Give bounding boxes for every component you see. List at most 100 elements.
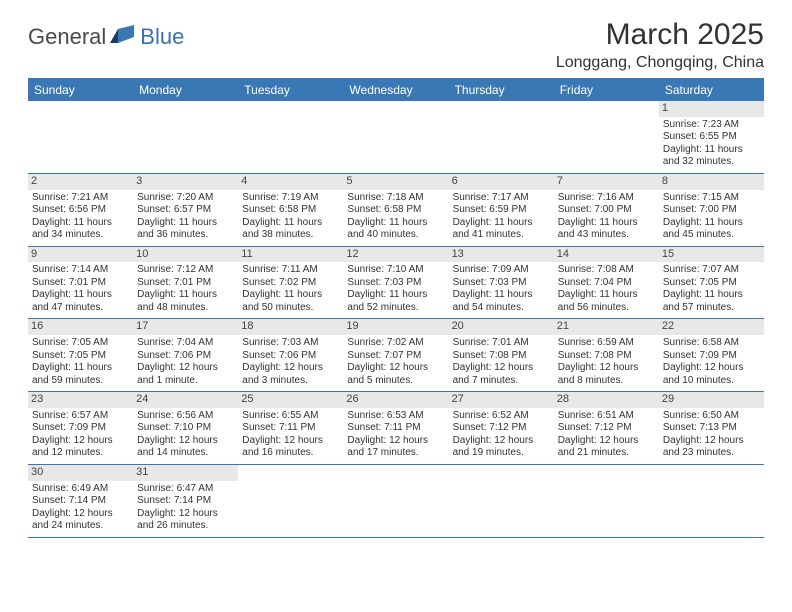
sunrise-line: Sunrise: 7:09 AM bbox=[453, 264, 550, 277]
sunset-line: Sunset: 7:08 PM bbox=[453, 350, 550, 363]
day-number: 6 bbox=[449, 174, 554, 190]
day-number: 22 bbox=[659, 319, 764, 335]
day-number: 28 bbox=[554, 392, 659, 408]
sunset-line: Sunset: 7:04 PM bbox=[558, 277, 655, 290]
sunset-line: Sunset: 7:11 PM bbox=[347, 422, 444, 435]
day-cell: 18Sunrise: 7:03 AMSunset: 7:06 PMDayligh… bbox=[238, 319, 343, 391]
week-row: 23Sunrise: 6:57 AMSunset: 7:09 PMDayligh… bbox=[28, 392, 764, 465]
daylight-line: Daylight: 12 hours and 21 minutes. bbox=[558, 435, 655, 460]
sunrise-line: Sunrise: 6:58 AM bbox=[663, 337, 760, 350]
sunset-line: Sunset: 7:06 PM bbox=[137, 350, 234, 363]
sunrise-line: Sunrise: 7:04 AM bbox=[137, 337, 234, 350]
sunset-line: Sunset: 7:03 PM bbox=[453, 277, 550, 290]
day-cell: 12Sunrise: 7:10 AMSunset: 7:03 PMDayligh… bbox=[343, 247, 448, 319]
day-cell: 23Sunrise: 6:57 AMSunset: 7:09 PMDayligh… bbox=[28, 392, 133, 464]
sunrise-line: Sunrise: 7:17 AM bbox=[453, 192, 550, 205]
day-cell bbox=[659, 465, 764, 537]
logo-text-1: General bbox=[28, 24, 106, 50]
day-cell: 6Sunrise: 7:17 AMSunset: 6:59 PMDaylight… bbox=[449, 174, 554, 246]
sunset-line: Sunset: 7:13 PM bbox=[663, 422, 760, 435]
day-cell bbox=[449, 101, 554, 173]
sunset-line: Sunset: 6:59 PM bbox=[453, 204, 550, 217]
month-title: March 2025 bbox=[556, 18, 764, 52]
week-row: 16Sunrise: 7:05 AMSunset: 7:05 PMDayligh… bbox=[28, 319, 764, 392]
day-cell: 27Sunrise: 6:52 AMSunset: 7:12 PMDayligh… bbox=[449, 392, 554, 464]
daylight-line: Daylight: 12 hours and 17 minutes. bbox=[347, 435, 444, 460]
day-number: 7 bbox=[554, 174, 659, 190]
day-cell bbox=[554, 101, 659, 173]
sunset-line: Sunset: 7:00 PM bbox=[558, 204, 655, 217]
sunset-line: Sunset: 6:58 PM bbox=[242, 204, 339, 217]
day-number: 25 bbox=[238, 392, 343, 408]
sunset-line: Sunset: 7:06 PM bbox=[242, 350, 339, 363]
daylight-line: Daylight: 12 hours and 24 minutes. bbox=[32, 508, 129, 533]
sunset-line: Sunset: 7:02 PM bbox=[242, 277, 339, 290]
day-number: 14 bbox=[554, 247, 659, 263]
daylight-line: Daylight: 11 hours and 52 minutes. bbox=[347, 289, 444, 314]
day-number: 18 bbox=[238, 319, 343, 335]
day-number: 30 bbox=[28, 465, 133, 481]
day-cell: 13Sunrise: 7:09 AMSunset: 7:03 PMDayligh… bbox=[449, 247, 554, 319]
sunrise-line: Sunrise: 6:56 AM bbox=[137, 410, 234, 423]
sunset-line: Sunset: 7:14 PM bbox=[32, 495, 129, 508]
day-cell: 9Sunrise: 7:14 AMSunset: 7:01 PMDaylight… bbox=[28, 247, 133, 319]
daylight-line: Daylight: 11 hours and 59 minutes. bbox=[32, 362, 129, 387]
sunrise-line: Sunrise: 7:12 AM bbox=[137, 264, 234, 277]
daylight-line: Daylight: 11 hours and 48 minutes. bbox=[137, 289, 234, 314]
weekday-header-row: SundayMondayTuesdayWednesdayThursdayFrid… bbox=[28, 79, 764, 101]
day-cell: 17Sunrise: 7:04 AMSunset: 7:06 PMDayligh… bbox=[133, 319, 238, 391]
day-cell: 30 Sunrise: 6:49 AMSunset: 7:14 PMDayligh… bbox=[28, 465, 133, 537]
sunset-line: Sunset: 7:10 PM bbox=[137, 422, 234, 435]
daylight-line: Daylight: 12 hours and 8 minutes. bbox=[558, 362, 655, 387]
daylight-line: Daylight: 11 hours and 47 minutes. bbox=[32, 289, 129, 314]
sunset-line: Sunset: 6:57 PM bbox=[137, 204, 234, 217]
day-cell: 2Sunrise: 7:21 AMSunset: 6:56 PMDaylight… bbox=[28, 174, 133, 246]
daylight-line: Daylight: 11 hours and 38 minutes. bbox=[242, 217, 339, 242]
day-cell: 10Sunrise: 7:12 AMSunset: 7:01 PMDayligh… bbox=[133, 247, 238, 319]
day-cell: 1Sunrise: 7:23 AMSunset: 6:55 PMDaylight… bbox=[659, 101, 764, 173]
daylight-line: Daylight: 11 hours and 36 minutes. bbox=[137, 217, 234, 242]
sunrise-line: Sunrise: 6:49 AM bbox=[32, 483, 129, 496]
day-number: 21 bbox=[554, 319, 659, 335]
daylight-line: Daylight: 12 hours and 5 minutes. bbox=[347, 362, 444, 387]
daylight-line: Daylight: 11 hours and 57 minutes. bbox=[663, 289, 760, 314]
daylight-line: Daylight: 11 hours and 50 minutes. bbox=[242, 289, 339, 314]
logo-text-2: Blue bbox=[140, 24, 184, 50]
sunset-line: Sunset: 7:05 PM bbox=[663, 277, 760, 290]
day-cell bbox=[133, 101, 238, 173]
calendar-grid: SundayMondayTuesdayWednesdayThursdayFrid… bbox=[28, 78, 764, 538]
daylight-line: Daylight: 12 hours and 7 minutes. bbox=[453, 362, 550, 387]
day-number: 12 bbox=[343, 247, 448, 263]
sunrise-line: Sunrise: 6:59 AM bbox=[558, 337, 655, 350]
day-cell: 15Sunrise: 7:07 AMSunset: 7:05 PMDayligh… bbox=[659, 247, 764, 319]
header: General Blue March 2025 Longgang, Chongq… bbox=[28, 18, 764, 72]
day-number: 24 bbox=[133, 392, 238, 408]
sunrise-line: Sunrise: 6:47 AM bbox=[137, 483, 234, 496]
day-number: 13 bbox=[449, 247, 554, 263]
title-area: March 2025 Longgang, Chongqing, China bbox=[556, 18, 764, 72]
day-cell: 20Sunrise: 7:01 AMSunset: 7:08 PMDayligh… bbox=[449, 319, 554, 391]
sunset-line: Sunset: 7:12 PM bbox=[453, 422, 550, 435]
day-cell bbox=[238, 101, 343, 173]
weeks-container: 1Sunrise: 7:23 AMSunset: 6:55 PMDaylight… bbox=[28, 101, 764, 538]
day-number: 10 bbox=[133, 247, 238, 263]
day-number: 20 bbox=[449, 319, 554, 335]
weekday-header: Sunday bbox=[28, 79, 133, 101]
location: Longgang, Chongqing, China bbox=[556, 54, 764, 72]
sunset-line: Sunset: 7:08 PM bbox=[558, 350, 655, 363]
day-cell: 4Sunrise: 7:19 AMSunset: 6:58 PMDaylight… bbox=[238, 174, 343, 246]
sunrise-line: Sunrise: 6:57 AM bbox=[32, 410, 129, 423]
day-number: 31 bbox=[133, 465, 238, 481]
day-cell: 14Sunrise: 7:08 AMSunset: 7:04 PMDayligh… bbox=[554, 247, 659, 319]
sunrise-line: Sunrise: 7:18 AM bbox=[347, 192, 444, 205]
weekday-header: Friday bbox=[554, 79, 659, 101]
day-cell bbox=[449, 465, 554, 537]
sunset-line: Sunset: 6:58 PM bbox=[347, 204, 444, 217]
day-number: 27 bbox=[449, 392, 554, 408]
day-cell: 28Sunrise: 6:51 AMSunset: 7:12 PMDayligh… bbox=[554, 392, 659, 464]
sunrise-line: Sunrise: 7:03 AM bbox=[242, 337, 339, 350]
sunrise-line: Sunrise: 6:50 AM bbox=[663, 410, 760, 423]
sunrise-line: Sunrise: 7:16 AM bbox=[558, 192, 655, 205]
sunrise-line: Sunrise: 7:07 AM bbox=[663, 264, 760, 277]
sunrise-line: Sunrise: 6:53 AM bbox=[347, 410, 444, 423]
